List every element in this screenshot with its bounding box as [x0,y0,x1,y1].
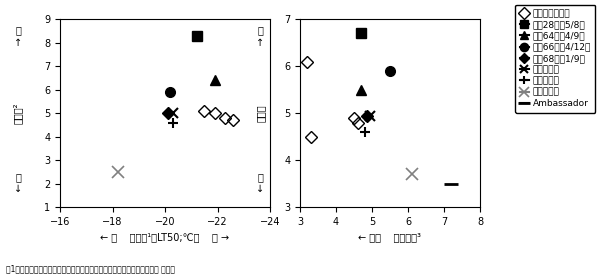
Text: ↑: ↑ [14,38,22,48]
Text: 図1．ロシア遂伝資源とロシア遂伝資源利用系統の耐凍性と耐雪性および 越冬性: 図1．ロシア遂伝資源とロシア遂伝資源利用系統の耐凍性と耐雪性および 越冬性 [6,264,175,273]
Text: 強: 強 [15,25,21,35]
Text: ↑: ↑ [256,38,265,48]
X-axis label: ← 不良    秋の草勢³: ← 不良 秋の草勢³ [359,232,421,242]
Text: 耐雪性²: 耐雪性² [13,102,23,124]
X-axis label: ← 弱    耐凍性¹（LT50;℃）    強 →: ← 弱 耐凍性¹（LT50;℃） 強 → [100,232,230,242]
Text: ↓: ↓ [256,184,265,194]
Text: 弱: 弱 [257,172,263,183]
Legend: ロシア遂伝資源, 北海28号（5/8）, 北育64号（4/9）, 北育66号（4/12）, 北育68号（1/9）, ワセミドリ, オカミドリ, アキミドリ, A: ロシア遂伝資源, 北海28号（5/8）, 北育64号（4/9）, 北育66号（4… [515,4,595,113]
Text: 弱: 弱 [15,172,21,183]
Text: 強: 強 [257,25,263,35]
Text: ↓: ↓ [14,184,22,194]
Text: 越冬性: 越冬性 [256,104,265,122]
